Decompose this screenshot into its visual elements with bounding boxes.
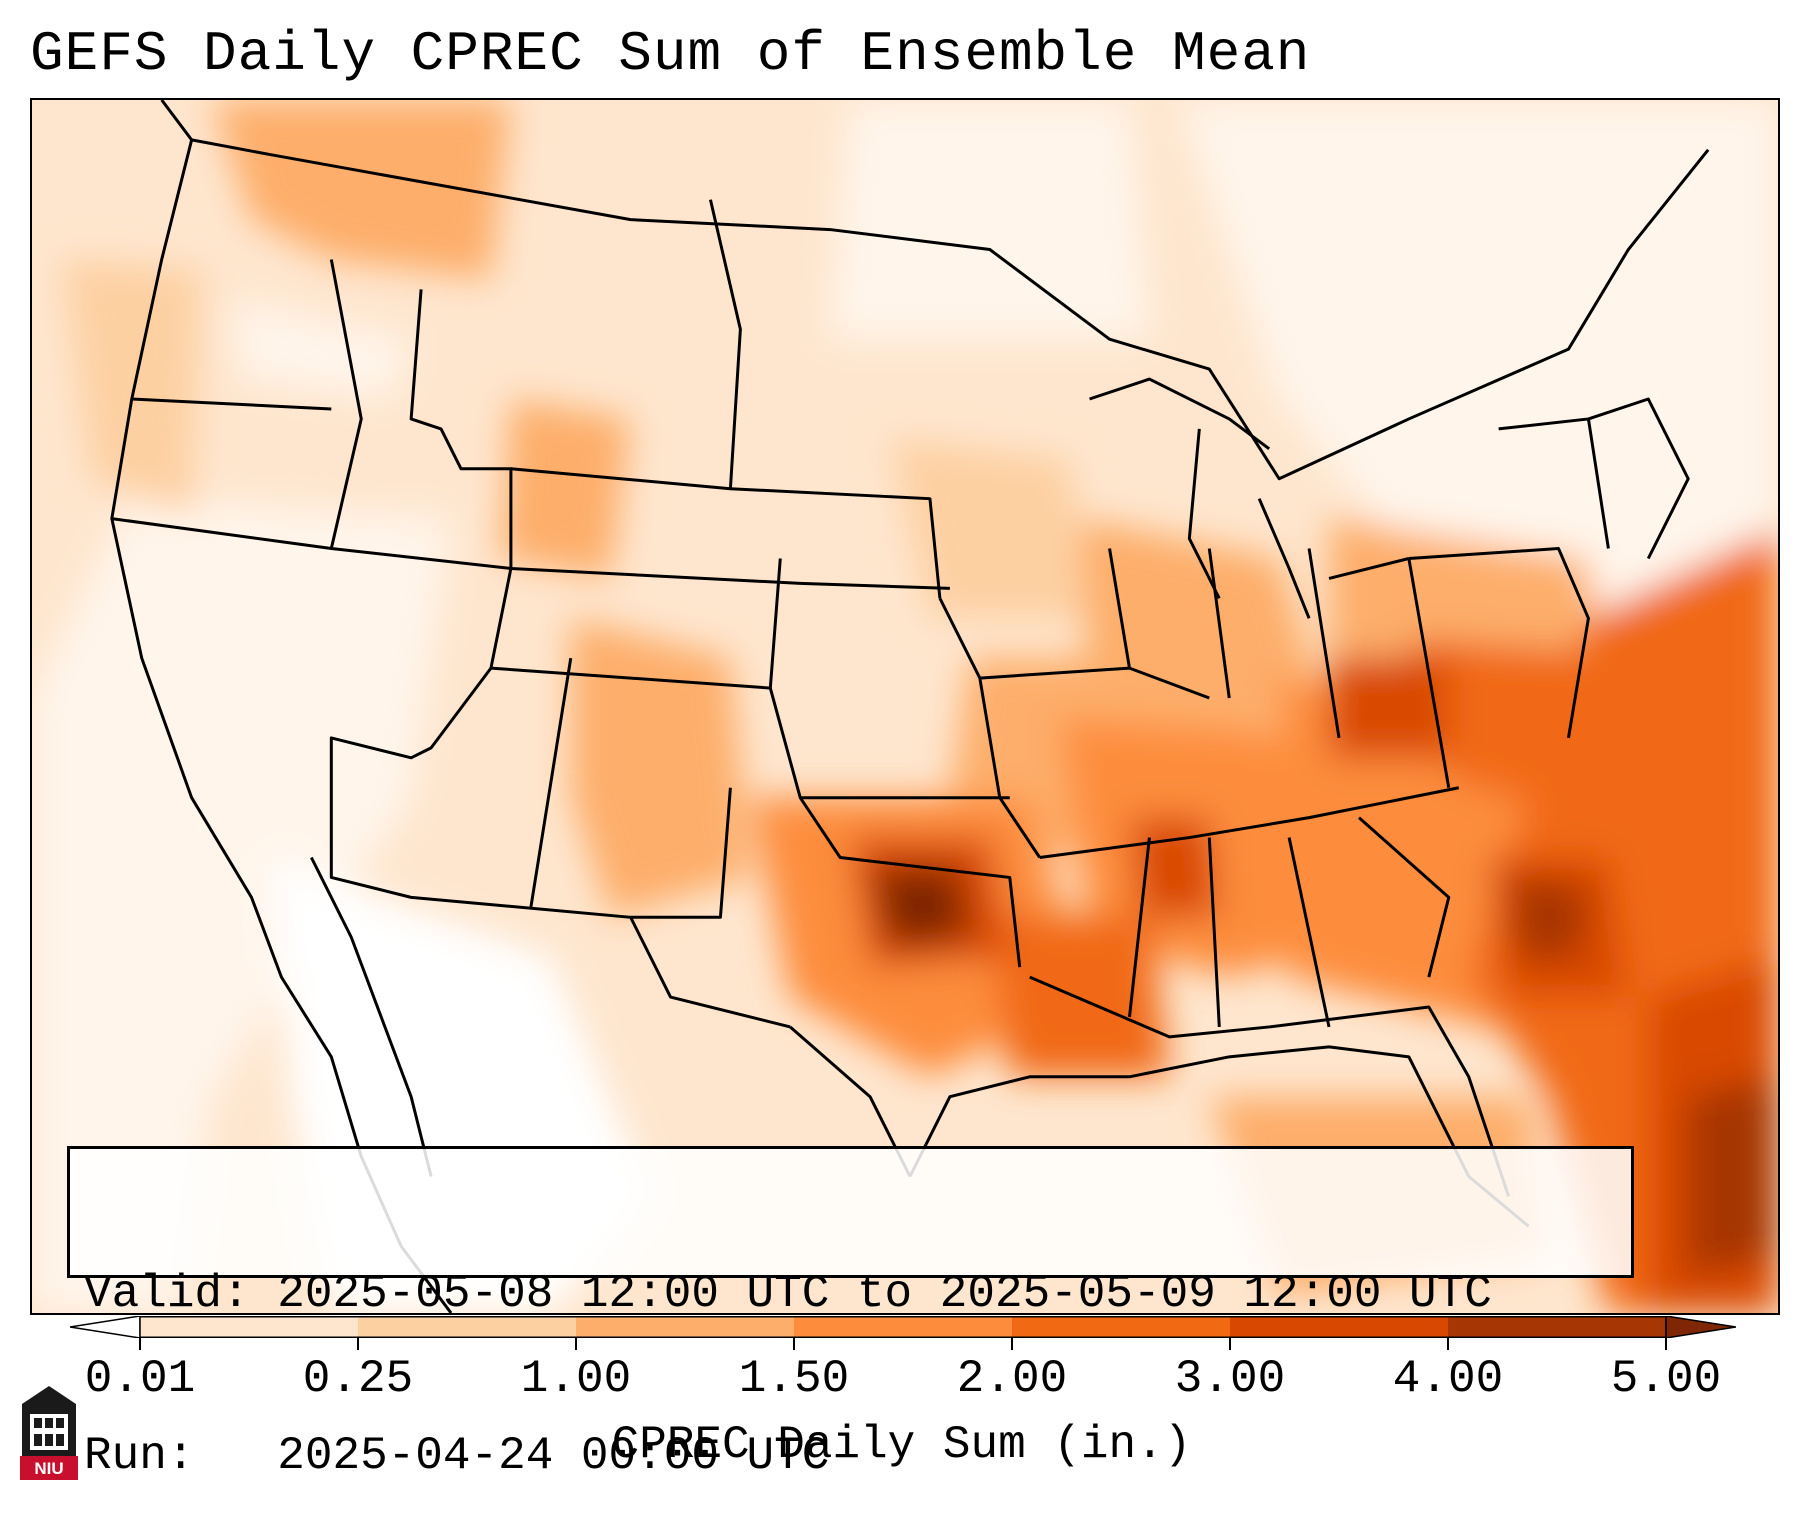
colorbar [70, 1316, 1736, 1338]
colorbar-tick [1665, 1338, 1667, 1350]
valid-label: Valid: [84, 1268, 250, 1320]
colorbar-tick-label: 0.25 [302, 1353, 414, 1405]
colorbar-tick [1229, 1338, 1231, 1350]
colorbar-tick-label: 0.01 [84, 1353, 196, 1405]
valid-run-info-box: Valid: 2025-05-08 12:00 UTC to 2025-05-0… [67, 1146, 1634, 1482]
colorbar-tick-label: 2.00 [956, 1353, 1068, 1405]
colorbar-tick-label: 5.00 [1610, 1353, 1722, 1405]
colorbar-bin [1012, 1316, 1231, 1338]
colorbar-svg [70, 1316, 1736, 1338]
colorbar-bin [794, 1316, 1013, 1338]
colorbar-tick-label: 1.50 [738, 1353, 850, 1405]
colorbar-bin [1448, 1316, 1667, 1338]
colorbar-bin [1230, 1316, 1449, 1338]
colorbar-tick [793, 1338, 795, 1350]
colorbar-tick [357, 1338, 359, 1350]
colorbar-under-extension [70, 1316, 141, 1338]
niu-logo-icon: NIU [20, 1384, 78, 1480]
colorbar-tick [575, 1338, 577, 1350]
colorbar-tick [1011, 1338, 1013, 1350]
colorbar-bin [358, 1316, 577, 1338]
run-row: Run: 2025-04-24 00:00 UTC [84, 1429, 1617, 1483]
colorbar-over-extension [1665, 1316, 1736, 1338]
colorbar-label: CPREC Daily Sum (in.) [611, 1419, 1192, 1471]
valid-value: 2025-05-08 12:00 UTC to 2025-05-09 12:00… [277, 1268, 1492, 1320]
map-title: GEFS Daily CPREC Sum of Ensemble Mean [30, 22, 1311, 86]
boundary-lines [110, 100, 1710, 1313]
logo-text: NIU [34, 1459, 63, 1478]
colorbar-tick-label: 1.00 [520, 1353, 632, 1405]
valid-row: Valid: 2025-05-08 12:00 UTC to 2025-05-0… [84, 1267, 1617, 1321]
precipitation-map [30, 98, 1780, 1315]
colorbar-frame [139, 1316, 1667, 1338]
run-value: 2025-04-24 00:00 UTC [277, 1430, 830, 1482]
colorbar-tick [139, 1338, 141, 1350]
colorbar-bin [576, 1316, 795, 1338]
colorbar-tick [1447, 1338, 1449, 1350]
colorbar-bin [140, 1316, 359, 1338]
colorbar-tick-label: 3.00 [1174, 1353, 1286, 1405]
run-label: Run: [84, 1430, 195, 1482]
colorbar-tick-label: 4.00 [1392, 1353, 1504, 1405]
map-canvas [32, 100, 1778, 1313]
